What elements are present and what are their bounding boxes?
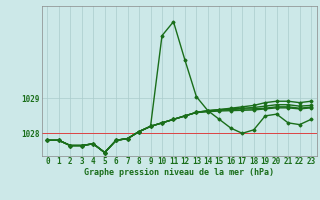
X-axis label: Graphe pression niveau de la mer (hPa): Graphe pression niveau de la mer (hPa) <box>84 168 274 177</box>
